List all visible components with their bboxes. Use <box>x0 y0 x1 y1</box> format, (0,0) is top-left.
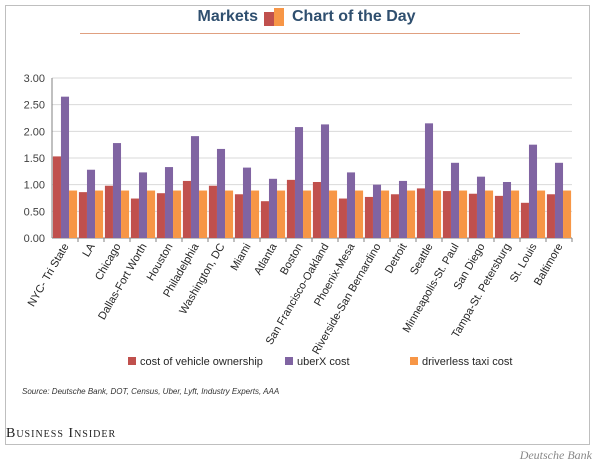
bar <box>182 180 191 238</box>
bar <box>112 143 122 238</box>
bar <box>86 169 96 238</box>
bar <box>147 190 156 238</box>
bar <box>294 127 304 238</box>
bar <box>138 172 148 238</box>
x-tick-label: Boston <box>278 242 306 278</box>
legend-label: cost of vehicle ownership <box>140 356 263 368</box>
bar <box>494 195 503 238</box>
y-tick-label: 2.50 <box>24 100 45 112</box>
bar <box>130 198 139 238</box>
x-tick-label: Atlanta <box>252 241 280 277</box>
credit-label: Deutsche Bank <box>519 448 592 462</box>
bar <box>476 176 486 238</box>
bar <box>225 190 234 238</box>
bar <box>251 190 260 238</box>
bar <box>156 193 165 238</box>
chart-of-the-day-logo-icon <box>264 8 284 26</box>
x-tick-label: NYC- Tri State <box>26 242 72 309</box>
bar <box>442 191 451 238</box>
x-tick-label: Seattle <box>408 242 436 278</box>
bar <box>173 190 182 238</box>
bar <box>364 196 373 238</box>
bar <box>459 190 468 238</box>
bar <box>485 190 494 238</box>
bar <box>190 136 200 238</box>
bar <box>398 180 408 238</box>
bar <box>208 185 217 238</box>
header-rule <box>80 33 520 34</box>
bar <box>372 184 382 238</box>
bar <box>537 190 546 238</box>
legend-swatch <box>128 357 136 365</box>
bar <box>338 198 347 238</box>
bar <box>329 190 338 238</box>
bar <box>355 190 364 238</box>
x-tick-label: Detroit <box>383 242 410 276</box>
y-tick-label: 0.50 <box>24 206 45 218</box>
bar <box>381 190 390 238</box>
y-tick-label: 1.00 <box>24 180 45 192</box>
x-tick-label: LA <box>80 241 97 259</box>
x-tick-label: Miami <box>229 242 254 273</box>
bar <box>52 156 61 238</box>
bar <box>104 185 113 238</box>
chart-of-the-day-label: Chart of the Day <box>292 8 416 25</box>
bar <box>268 178 278 238</box>
bar <box>303 190 312 238</box>
bar <box>95 190 104 238</box>
bar <box>234 194 243 238</box>
bar <box>346 172 356 238</box>
bar <box>260 201 269 238</box>
bar <box>286 179 295 238</box>
bar <box>450 162 460 238</box>
source-note: Source: Deutsche Bank, DOT, Census, Uber… <box>22 387 280 396</box>
y-tick-label: 2.00 <box>24 126 45 138</box>
bar <box>424 123 434 238</box>
bar <box>78 192 87 238</box>
bar <box>60 96 70 239</box>
bar <box>312 182 321 238</box>
section-label: Markets <box>197 8 258 25</box>
bar <box>277 190 286 238</box>
bar <box>546 194 555 238</box>
x-tick-label: Minneapolis-St. Paul <box>401 242 462 335</box>
brand-logo: Business Insider <box>6 426 117 441</box>
y-tick-label: 3.00 <box>24 73 45 85</box>
bar <box>164 167 174 238</box>
bar <box>390 194 399 238</box>
legend-label: driverless taxi cost <box>422 356 512 368</box>
bar <box>416 188 425 238</box>
bar <box>520 202 529 238</box>
bar <box>528 144 538 238</box>
bar <box>69 190 78 238</box>
bar <box>216 148 226 238</box>
bar <box>242 167 252 238</box>
legend-label: uberX cost <box>297 356 350 368</box>
bar <box>121 190 130 238</box>
bar <box>468 193 477 238</box>
header: Markets Chart of the Day <box>0 0 600 40</box>
y-tick-label: 1.50 <box>24 153 45 165</box>
legend-swatch <box>285 357 293 365</box>
bar <box>502 182 512 238</box>
x-tick-label: Dallas-Fort Worth <box>96 242 149 322</box>
y-tick-label: 0.00 <box>24 233 45 245</box>
bar <box>511 190 520 238</box>
bar <box>320 124 330 238</box>
bar <box>554 162 564 238</box>
bar <box>433 190 442 238</box>
bar <box>407 190 416 238</box>
legend-swatch <box>410 357 418 365</box>
bar <box>199 190 208 238</box>
bar <box>563 190 572 238</box>
